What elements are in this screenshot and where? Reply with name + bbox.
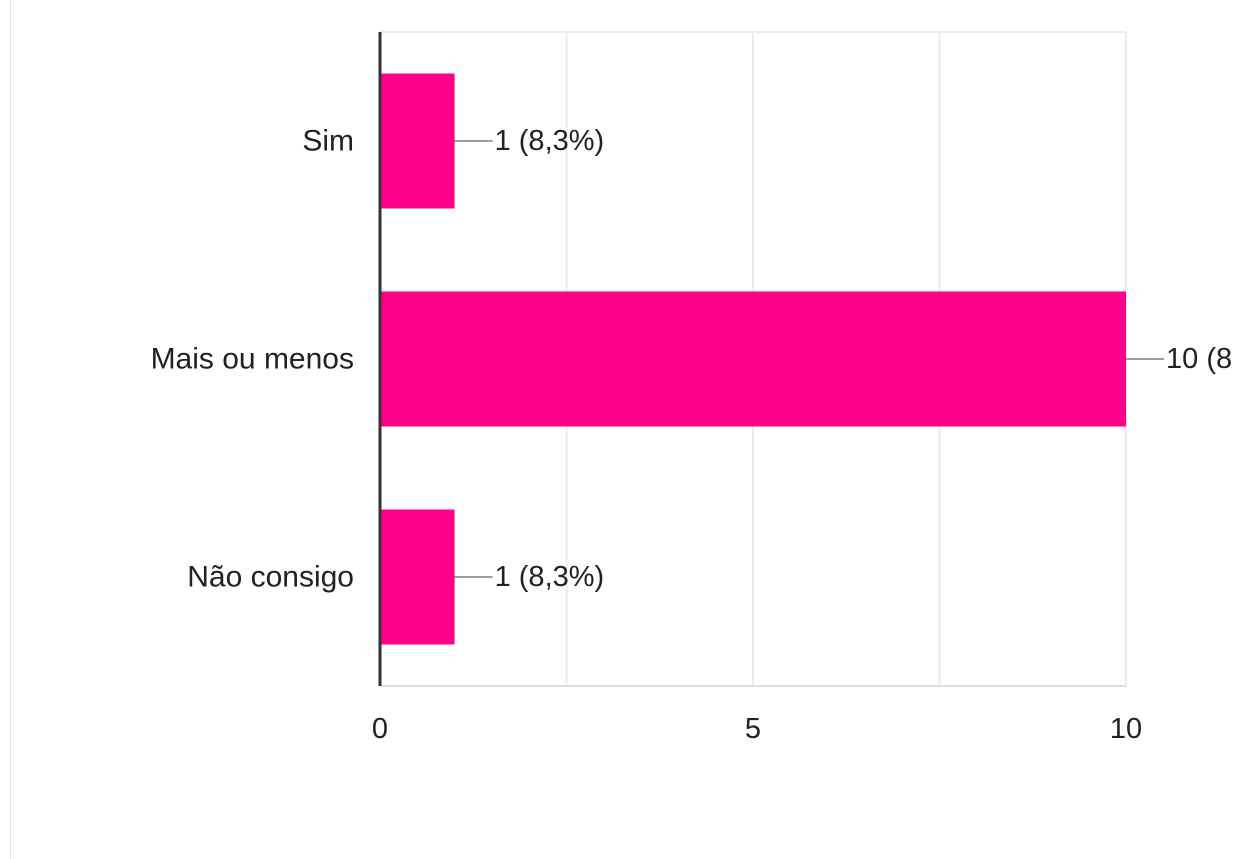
bar bbox=[380, 73, 455, 209]
category-label: Não consigo bbox=[187, 561, 354, 594]
bar bbox=[380, 509, 455, 645]
labels: 1 (8,3%) Sim 10 (8 Mais ou menos 1 (8,3%) Não… bbox=[151, 125, 1233, 746]
category-label: Mais ou menos bbox=[151, 343, 354, 376]
x-tick-label: 5 bbox=[745, 713, 761, 745]
bar bbox=[380, 291, 1126, 427]
data-label: 10 (8 bbox=[1166, 343, 1232, 375]
bars bbox=[380, 73, 1164, 645]
category-label: Sim bbox=[302, 125, 354, 158]
x-tick-label: 10 bbox=[1110, 713, 1142, 745]
data-label: 1 (8,3%) bbox=[495, 561, 605, 593]
axes bbox=[378, 32, 1126, 687]
panel-border bbox=[10, 0, 11, 859]
data-label: 1 (8,3%) bbox=[495, 125, 605, 157]
x-tick-label: 0 bbox=[372, 713, 388, 745]
